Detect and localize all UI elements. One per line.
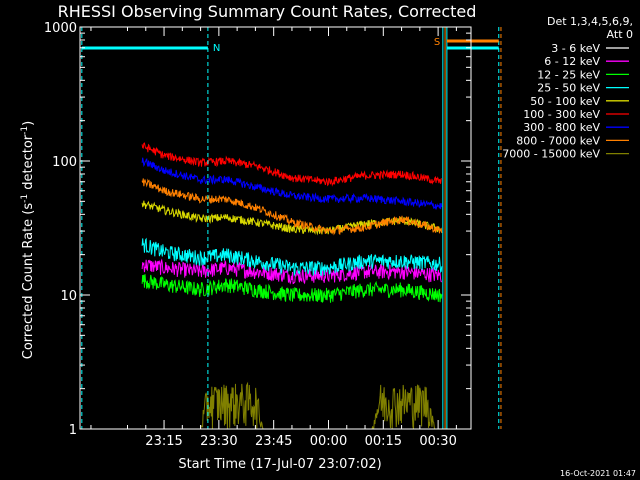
y-tick-label: 100	[52, 155, 77, 170]
legend-entry-label: 7000 - 15000 keV	[502, 148, 600, 161]
x-tick-label: 00:00	[310, 434, 347, 449]
legend-header-line-2: Att 0	[607, 28, 633, 41]
legend-header-line-1: Det 1,3,4,5,6,9,	[547, 15, 633, 28]
legend-entry-label: 6 - 12 keV	[544, 55, 600, 68]
legend-entry-label: 300 - 800 keV	[523, 121, 600, 134]
legend-entry-label: 800 - 7000 keV	[516, 134, 600, 147]
x-tick-label: 00:30	[419, 434, 456, 449]
x-tick-label: 00:15	[365, 434, 402, 449]
y-axis-label: Corrected Count Rate (s-1 detector-1)	[20, 121, 36, 359]
chart-title: RHESSI Observing Summary Count Rates, Co…	[58, 2, 477, 21]
legend-entry-label: 12 - 25 keV	[537, 68, 600, 81]
y-axis-label-exponent-0: -1	[20, 194, 30, 203]
series-line	[141, 142, 442, 187]
saa-annotation-label: S	[434, 37, 440, 48]
legend-entry-label: 3 - 6 keV	[551, 42, 600, 55]
x-axis-label: Start Time (17-Jul-07 23:07:02)	[178, 457, 381, 472]
legend-entry-label: 100 - 300 keV	[523, 108, 600, 121]
x-tick-label: 23:30	[200, 434, 237, 449]
generation-timestamp: 16-Oct-2021 01:47	[560, 469, 636, 478]
x-tick-label: 23:45	[255, 434, 292, 449]
series-line	[141, 290, 443, 349]
plot-frame	[79, 26, 472, 430]
y-tick-label: 1000	[44, 21, 77, 36]
series-line	[141, 274, 443, 304]
y-tick-label: 10	[60, 289, 77, 304]
y-axis-label-part-1: detector	[21, 134, 36, 194]
series-line	[141, 157, 443, 210]
legend-entry-label: 50 - 100 keV	[530, 95, 600, 108]
y-axis-label-exponent-1: -1	[20, 126, 30, 135]
series-line	[141, 237, 443, 277]
night-annotation-label: N	[213, 43, 220, 54]
series-line	[141, 178, 443, 236]
x-tick-label: 23:15	[145, 434, 182, 449]
y-axis-label-part-0: Corrected Count Rate (s	[21, 203, 36, 360]
y-axis-label-part-2: )	[21, 121, 36, 126]
series-line	[141, 258, 443, 285]
legend-entry-label: 25 - 50 keV	[537, 82, 600, 95]
y-tick-label: 1	[69, 423, 77, 438]
